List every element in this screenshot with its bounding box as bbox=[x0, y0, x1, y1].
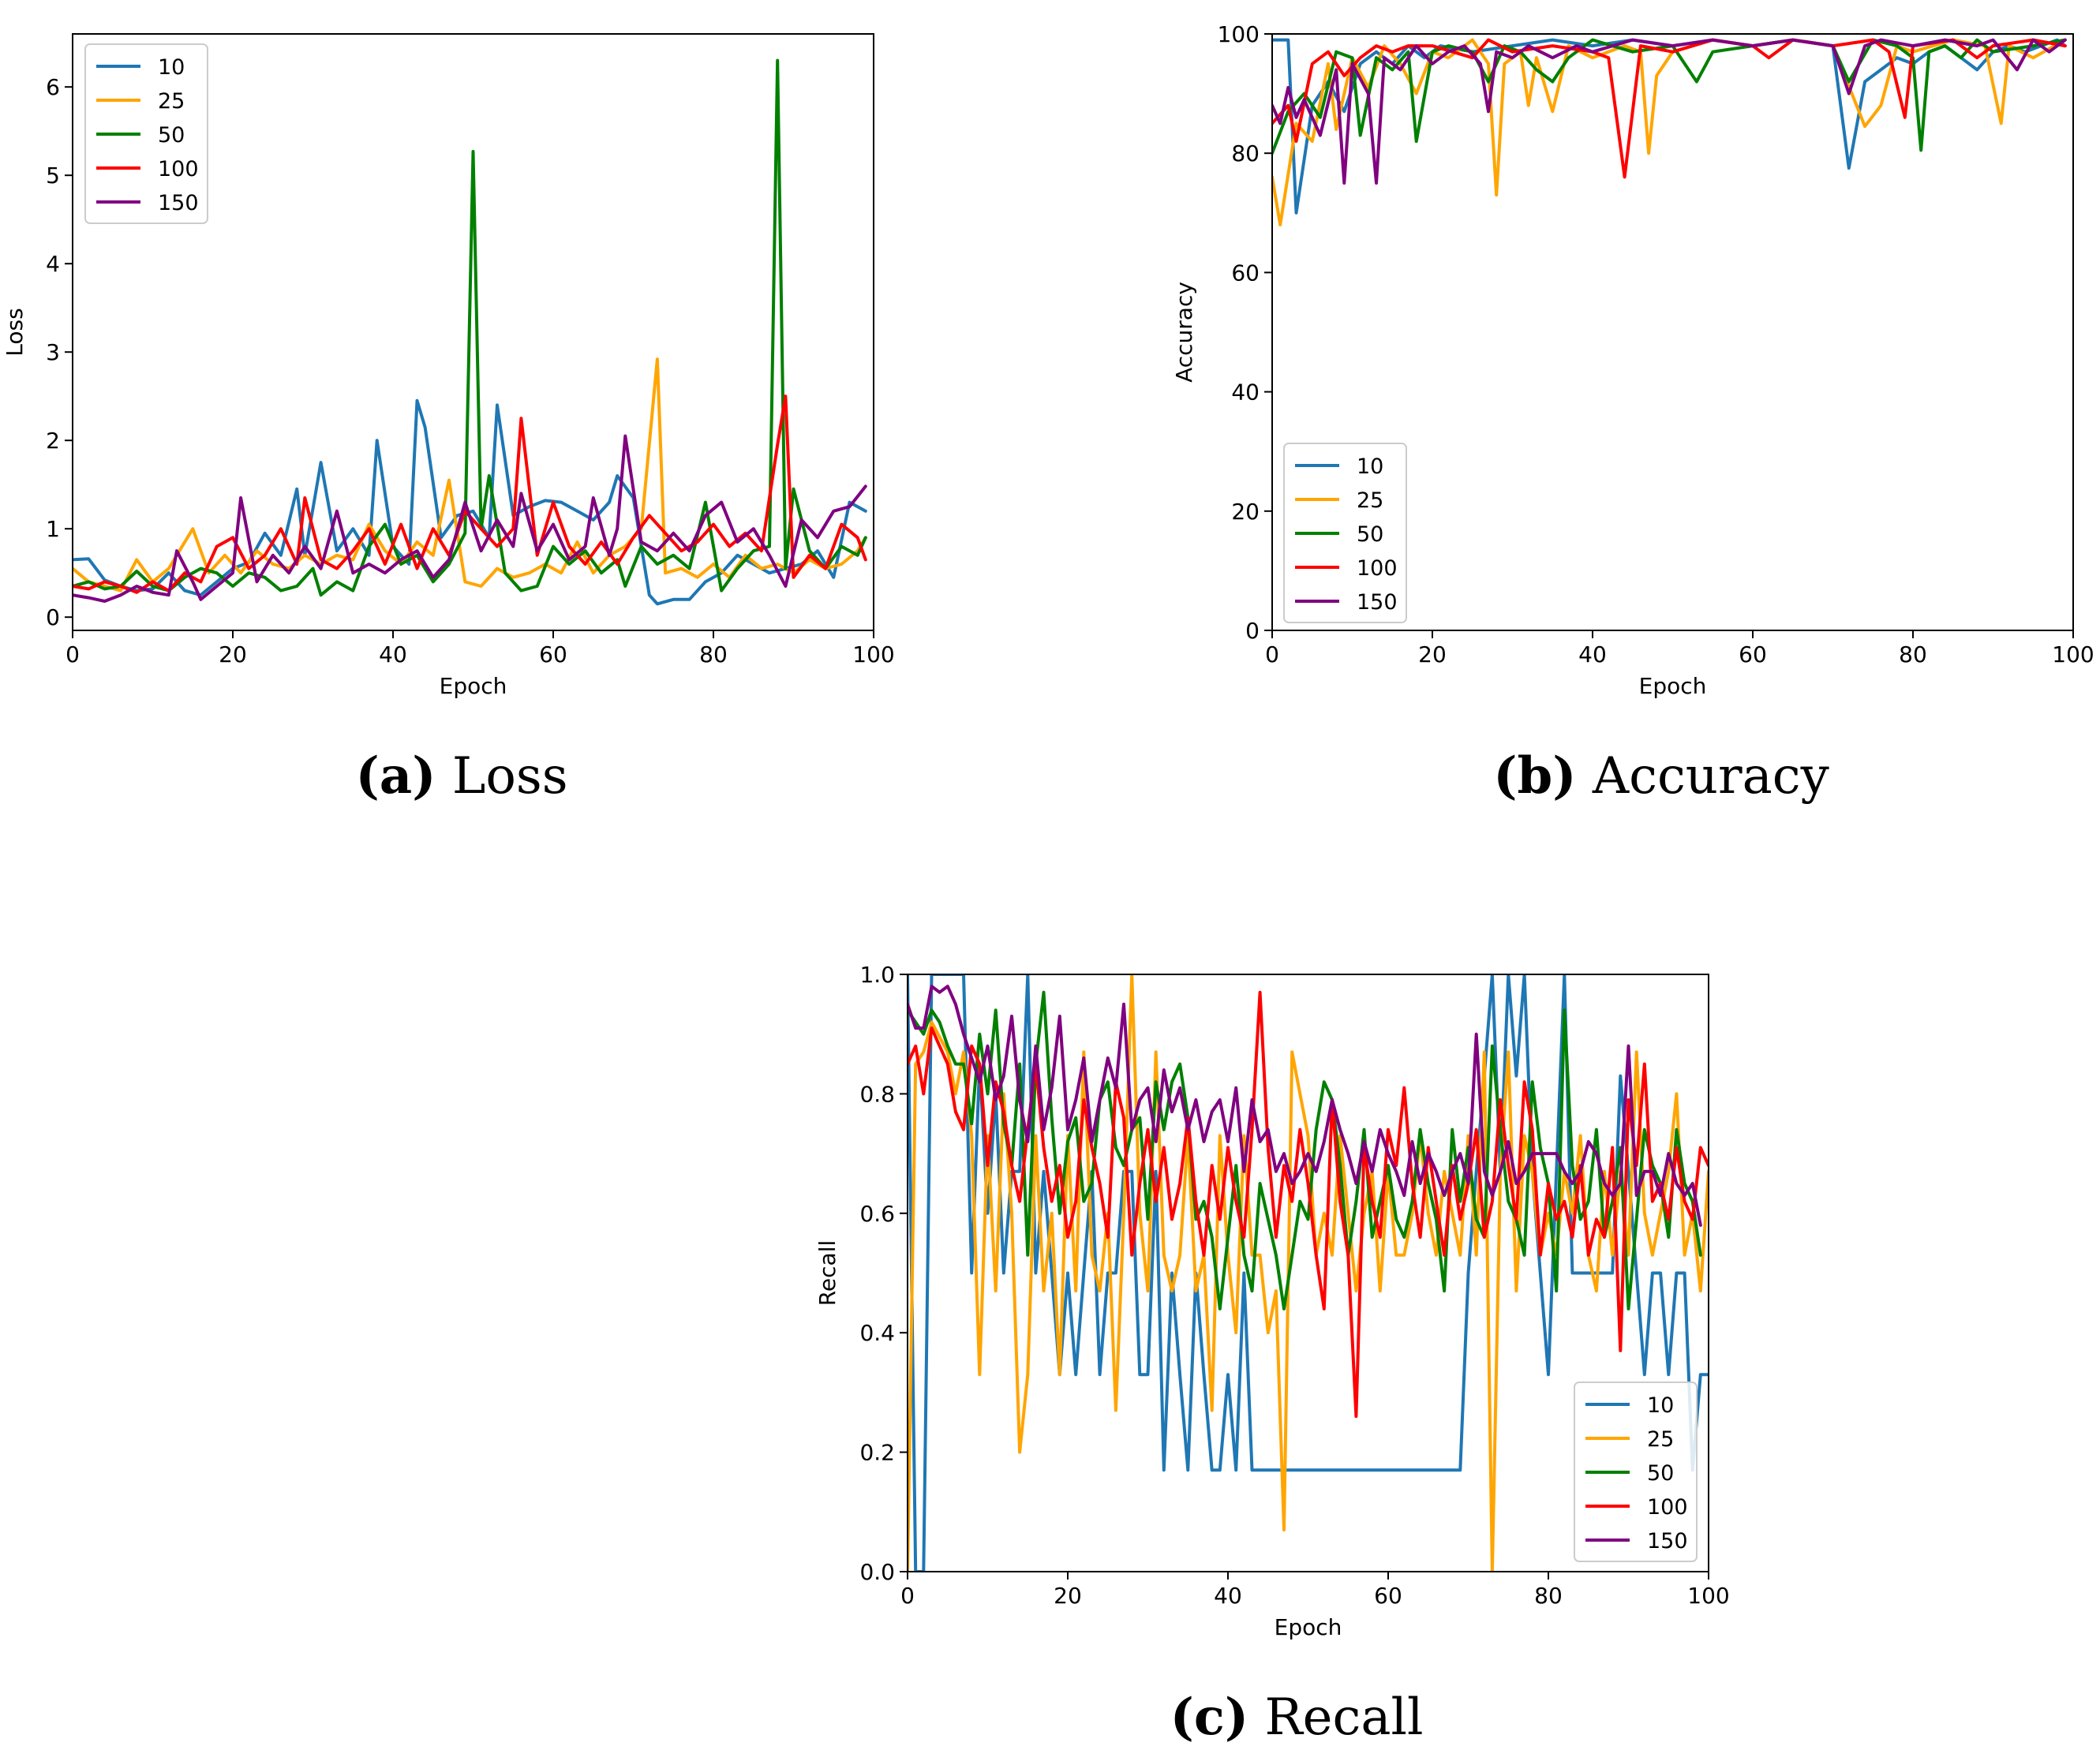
loss-y-tick-label: 2 bbox=[46, 428, 60, 454]
loss-x-tick-label: 60 bbox=[539, 641, 567, 667]
recall-legend: 10 25 50 100 150 bbox=[1574, 1382, 1698, 1562]
loss-caption-text: Loss bbox=[452, 747, 568, 806]
accuracy-legend-box bbox=[1283, 443, 1407, 623]
accuracy-x-tick-label: 60 bbox=[1739, 641, 1767, 667]
accuracy-legend-label: 150 bbox=[1357, 590, 1398, 615]
accuracy-caption-space bbox=[1577, 747, 1593, 806]
recall-x-axis-label: Epoch bbox=[1275, 1614, 1342, 1640]
loss-y-tick-label: 0 bbox=[46, 604, 60, 630]
recall-y-tick-label: 0.2 bbox=[859, 1440, 895, 1466]
loss-caption: (a) Loss bbox=[355, 746, 567, 806]
accuracy-caption-text: Accuracy bbox=[1592, 747, 1829, 806]
recall-x-tick-label: 80 bbox=[1534, 1583, 1563, 1609]
loss-y-tick-label: 1 bbox=[46, 516, 60, 542]
loss-series-line-25 bbox=[73, 357, 867, 593]
loss-y-axis-label: Loss bbox=[2, 308, 28, 356]
recall-legend-box bbox=[1574, 1382, 1698, 1562]
accuracy-axes-frame bbox=[1271, 33, 2074, 631]
accuracy-series-line-10 bbox=[1272, 38, 2067, 215]
accuracy-y-axis-label: Accuracy bbox=[1171, 282, 1197, 383]
loss-legend-label: 100 bbox=[158, 157, 199, 181]
accuracy-y-tick-label: 100 bbox=[1218, 21, 1260, 47]
loss-legend-label: 150 bbox=[158, 191, 199, 215]
accuracy-x-tick-label: 100 bbox=[2052, 641, 2094, 667]
loss-x-tick-label: 0 bbox=[66, 641, 80, 667]
recall-chart: 0 20 40 60 80 100 0.0 0.2 0.4 0.6 0.8 1.0 Epoch Recal… bbox=[814, 962, 1730, 1747]
recall-y-axis-label: Recall bbox=[814, 1240, 840, 1307]
recall-y-tick-label: 0.0 bbox=[859, 1559, 895, 1585]
recall-axes-frame bbox=[907, 974, 1709, 1572]
recall-series-line-50 bbox=[908, 990, 1702, 1310]
accuracy-legend-label: 50 bbox=[1357, 522, 1383, 547]
accuracy-legend-label: 100 bbox=[1357, 556, 1398, 581]
loss-x-tick-label: 40 bbox=[379, 641, 407, 667]
loss-legend: 10 25 50 100 150 bbox=[84, 43, 208, 224]
recall-y-tick-label: 0.4 bbox=[859, 1320, 895, 1346]
recall-caption-text: Recall bbox=[1264, 1688, 1423, 1747]
accuracy-series-group bbox=[1272, 38, 2067, 226]
accuracy-x-axis-label: Epoch bbox=[1639, 673, 1707, 699]
loss-axes-frame bbox=[72, 33, 874, 631]
loss-x-tick-label: 100 bbox=[852, 641, 894, 667]
accuracy-caption: (b) Accuracy bbox=[1493, 746, 1829, 806]
accuracy-y-tick-label: 80 bbox=[1231, 140, 1260, 166]
recall-x-tick-label: 60 bbox=[1374, 1583, 1402, 1609]
loss-y-tick-label: 5 bbox=[46, 163, 60, 189]
accuracy-x-tick-label: 40 bbox=[1578, 641, 1607, 667]
recall-caption-space bbox=[1248, 1688, 1264, 1747]
recall-series-line-10 bbox=[908, 974, 1709, 1572]
recall-legend-label: 50 bbox=[1647, 1461, 1674, 1486]
loss-caption-space bbox=[436, 747, 451, 806]
loss-y-tick-label: 4 bbox=[46, 251, 60, 277]
loss-series-group bbox=[73, 58, 867, 606]
recall-x-tick-label: 40 bbox=[1214, 1583, 1242, 1609]
accuracy-x-tick-label: 80 bbox=[1899, 641, 1927, 667]
loss-legend-label: 10 bbox=[158, 55, 185, 80]
recall-legend-label: 100 bbox=[1647, 1495, 1688, 1520]
recall-legend-label: 10 bbox=[1647, 1393, 1674, 1418]
recall-series-group bbox=[908, 974, 1709, 1572]
recall-series-line-25 bbox=[908, 974, 1709, 1572]
loss-chart: 0 20 40 60 80 100 0 1 2 3 4 5 6 Epoch Loss 10 25 50 100 150… bbox=[2, 33, 895, 806]
accuracy-y-tick-label: 0 bbox=[1245, 618, 1260, 644]
recall-series-line-150 bbox=[908, 985, 1702, 1227]
accuracy-y-tick-label: 60 bbox=[1231, 260, 1260, 286]
accuracy-series-line-150 bbox=[1272, 38, 2067, 185]
loss-y-tick-label: 6 bbox=[46, 74, 60, 100]
accuracy-x-tick-label: 0 bbox=[1265, 641, 1279, 667]
loss-legend-box bbox=[84, 43, 208, 224]
recall-legend-label: 25 bbox=[1647, 1427, 1674, 1452]
recall-x-tick-label: 20 bbox=[1054, 1583, 1082, 1609]
loss-series-line-100 bbox=[73, 394, 867, 594]
recall-y-tick-label: 0.8 bbox=[859, 1081, 895, 1107]
accuracy-x-tick-label: 20 bbox=[1418, 641, 1447, 667]
loss-legend-label: 25 bbox=[158, 89, 185, 114]
loss-legend-label: 50 bbox=[158, 123, 185, 148]
loss-caption-letter: (a) bbox=[355, 746, 436, 806]
recall-y-tick-label: 0.6 bbox=[859, 1201, 895, 1227]
loss-series-line-150 bbox=[73, 434, 867, 603]
recall-series-line-100 bbox=[908, 990, 1709, 1419]
accuracy-legend-label: 10 bbox=[1357, 454, 1383, 479]
loss-x-axis-label: Epoch bbox=[440, 673, 507, 699]
loss-y-tick-label: 3 bbox=[46, 339, 60, 365]
loss-x-tick-label: 80 bbox=[699, 641, 728, 667]
loss-x-tick-label: 20 bbox=[219, 641, 247, 667]
recall-x-tick-label: 100 bbox=[1687, 1583, 1729, 1609]
recall-caption: (c) Recall bbox=[1170, 1688, 1424, 1747]
accuracy-y-tick-label: 40 bbox=[1231, 379, 1260, 406]
accuracy-legend-label: 25 bbox=[1357, 488, 1383, 513]
accuracy-legend: 10 25 50 100 150 bbox=[1283, 443, 1407, 623]
recall-y-tick-label: 1.0 bbox=[859, 962, 895, 988]
accuracy-y-tick-label: 20 bbox=[1231, 499, 1260, 525]
accuracy-chart: 0 20 40 60 80 100 0 20 40 60 80 100 Epoch Accuracy 10 2… bbox=[1171, 21, 2094, 806]
accuracy-caption-letter: (b) bbox=[1493, 746, 1576, 806]
recall-legend-label: 150 bbox=[1647, 1529, 1688, 1553]
recall-x-tick-label: 0 bbox=[900, 1583, 915, 1609]
recall-caption-letter: (c) bbox=[1170, 1688, 1249, 1747]
